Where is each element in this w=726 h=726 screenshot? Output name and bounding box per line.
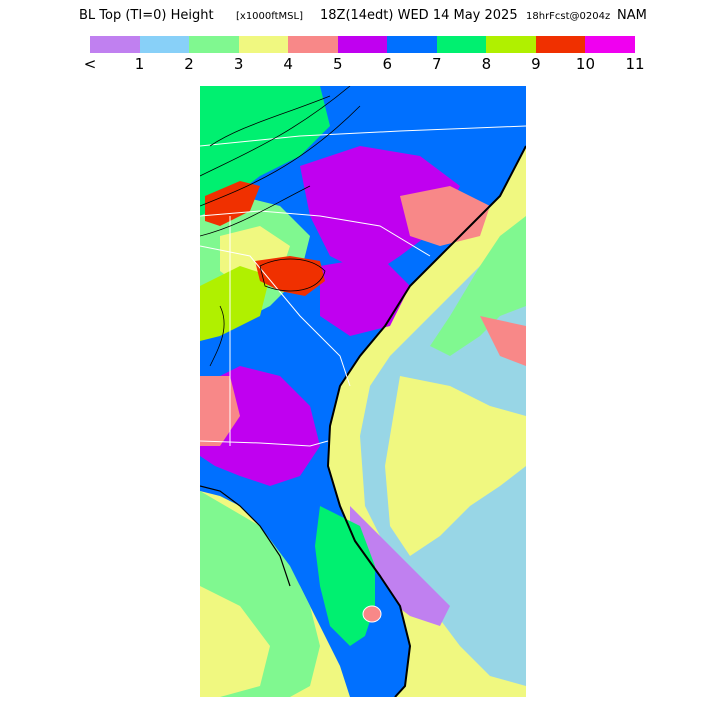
land-patch-purple-north [300, 146, 460, 276]
legend-tick-label: 8 [481, 55, 492, 73]
legend-swatch [387, 36, 437, 53]
legend-swatch [585, 36, 636, 53]
title-units: [x1000ftMSL] [236, 11, 303, 22]
offshore-band-green [430, 216, 526, 356]
legend-swatch [189, 36, 239, 53]
legend-tick-label: 3 [233, 55, 244, 73]
map-svg [200, 86, 526, 697]
atlantic-coastline [326, 145, 526, 697]
contour-lines [200, 86, 361, 367]
legend-tick-label: 11 [625, 55, 645, 73]
title-forecast: 18hrFcst@0204z [526, 11, 611, 22]
legend-tick-label: 2 [184, 55, 194, 73]
state-border-va-nc [200, 125, 526, 147]
legend-tick-label: 6 [382, 55, 393, 73]
offshore-patch-pink [480, 316, 526, 366]
legend-swatch [535, 36, 586, 53]
legend-swatch [139, 36, 190, 53]
legend-tick-label: 1 [134, 55, 145, 73]
florida-green [315, 506, 375, 646]
land-patch-yellowgreen [200, 266, 270, 341]
legend-swatch [238, 36, 289, 53]
land-patch-green-northwest [200, 86, 330, 216]
legend-swatch [337, 36, 388, 53]
gulf-coastline [200, 485, 291, 587]
legend-tick-label: < [83, 55, 97, 73]
legend-tick-label: 7 [432, 55, 442, 73]
ocean-yellow-core [385, 376, 526, 556]
legend-tick-label: 4 [283, 55, 293, 73]
legend-swatch [486, 36, 536, 53]
legend-tick-label: 9 [531, 55, 541, 73]
map-plot [200, 86, 526, 697]
legend-tick-labels: <1 2 3 4 5 6 7 8 9 10 11 [0, 55, 726, 75]
gulf-yellow [200, 586, 270, 697]
legend-swatch [436, 36, 487, 53]
legend-swatch [288, 36, 338, 53]
lake-okeechobee [362, 605, 382, 623]
state-border-nc-sc [200, 210, 431, 257]
title-valid-time: 18Z(14edt) WED 14 May 2025 [320, 8, 518, 23]
legend-tick-label: 5 [332, 55, 343, 73]
chart-title: BL Top (TI=0) Height [x1000ftMSL] 18Z(14… [0, 8, 726, 30]
legend-swatch [90, 36, 140, 53]
title-main: BL Top (TI=0) Height [79, 8, 214, 23]
color-legend [90, 36, 636, 53]
land-patch-pink-northeast [400, 186, 490, 246]
hotspot-red-central [255, 256, 325, 296]
title-model: NAM [617, 8, 647, 23]
land-patch-purple-central [320, 256, 410, 336]
state-border-sc-ga [200, 245, 351, 387]
legend-tick-label: 10 [575, 55, 595, 73]
offshore-patch-purple [350, 506, 450, 626]
